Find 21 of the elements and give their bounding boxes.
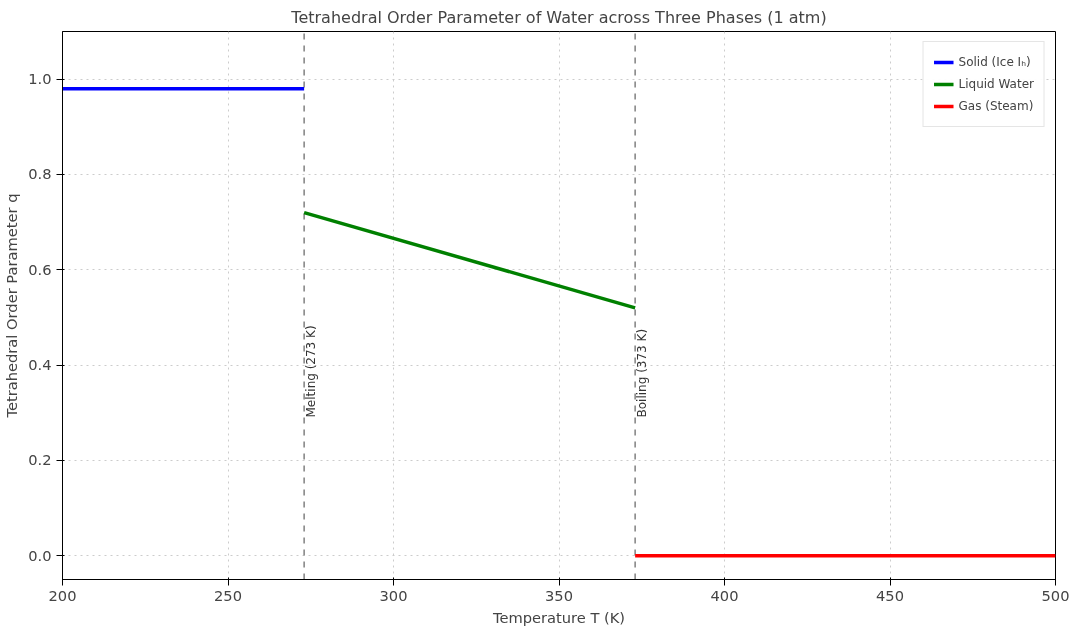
ref-line-label: Boiling (373 K) (635, 328, 650, 418)
chart-title: Tetrahedral Order Parameter of Water across Three Phases (1 atm) (290, 7, 827, 27)
x-tick-label: 250 (214, 586, 242, 604)
legend-label: Solid (Ice Iₕ) (958, 55, 1031, 69)
x-tick-label: 400 (710, 586, 739, 604)
y-tick-label: 0.6 (28, 260, 52, 278)
y-tick-label: 0.0 (28, 546, 52, 564)
y-tick-label: 0.2 (28, 451, 52, 469)
x-tick-label: 300 (379, 586, 408, 604)
x-tick-label: 200 (48, 586, 77, 604)
legend-label: Gas (Steam) (958, 99, 1034, 113)
x-tick-label: 350 (545, 586, 573, 604)
y-tick-label: 1.0 (28, 70, 52, 88)
x-axis-title: Temperature T (K) (491, 608, 626, 626)
x-tick-label: 450 (876, 586, 904, 604)
y-tick-label: 0.4 (28, 356, 52, 374)
legend-label: Liquid Water (958, 77, 1034, 91)
y-axis-title: Tetrahedral Order Parameter q (3, 193, 21, 419)
x-tick-label: 500 (1041, 586, 1070, 604)
ref-line-label: Melting (273 K) (304, 325, 319, 418)
y-tick-label: 0.8 (28, 165, 52, 183)
